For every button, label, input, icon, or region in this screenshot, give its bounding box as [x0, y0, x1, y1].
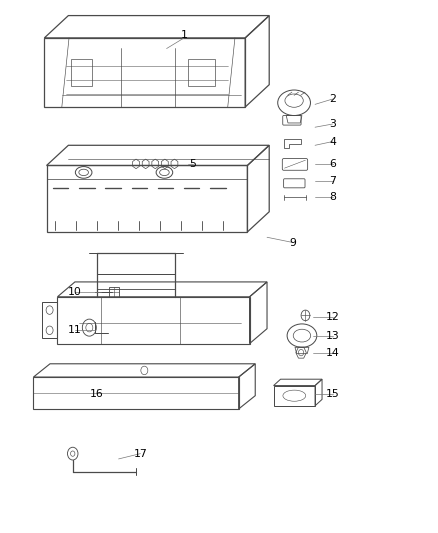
Text: 11: 11 — [68, 325, 82, 335]
Text: 16: 16 — [90, 389, 104, 399]
Bar — [109, 287, 119, 297]
Text: 5: 5 — [189, 159, 196, 169]
Text: 3: 3 — [329, 119, 336, 129]
Text: 12: 12 — [325, 312, 339, 322]
Text: 13: 13 — [325, 330, 339, 341]
Text: 17: 17 — [134, 449, 147, 458]
Text: 7: 7 — [329, 176, 336, 187]
Text: 8: 8 — [329, 192, 336, 203]
Text: 9: 9 — [290, 238, 297, 247]
Text: 4: 4 — [329, 136, 336, 147]
Text: 2: 2 — [329, 94, 336, 104]
Text: 1: 1 — [180, 30, 187, 41]
Text: 6: 6 — [329, 159, 336, 169]
Text: 10: 10 — [68, 287, 82, 297]
Text: 14: 14 — [325, 348, 339, 358]
Text: 15: 15 — [325, 389, 339, 399]
